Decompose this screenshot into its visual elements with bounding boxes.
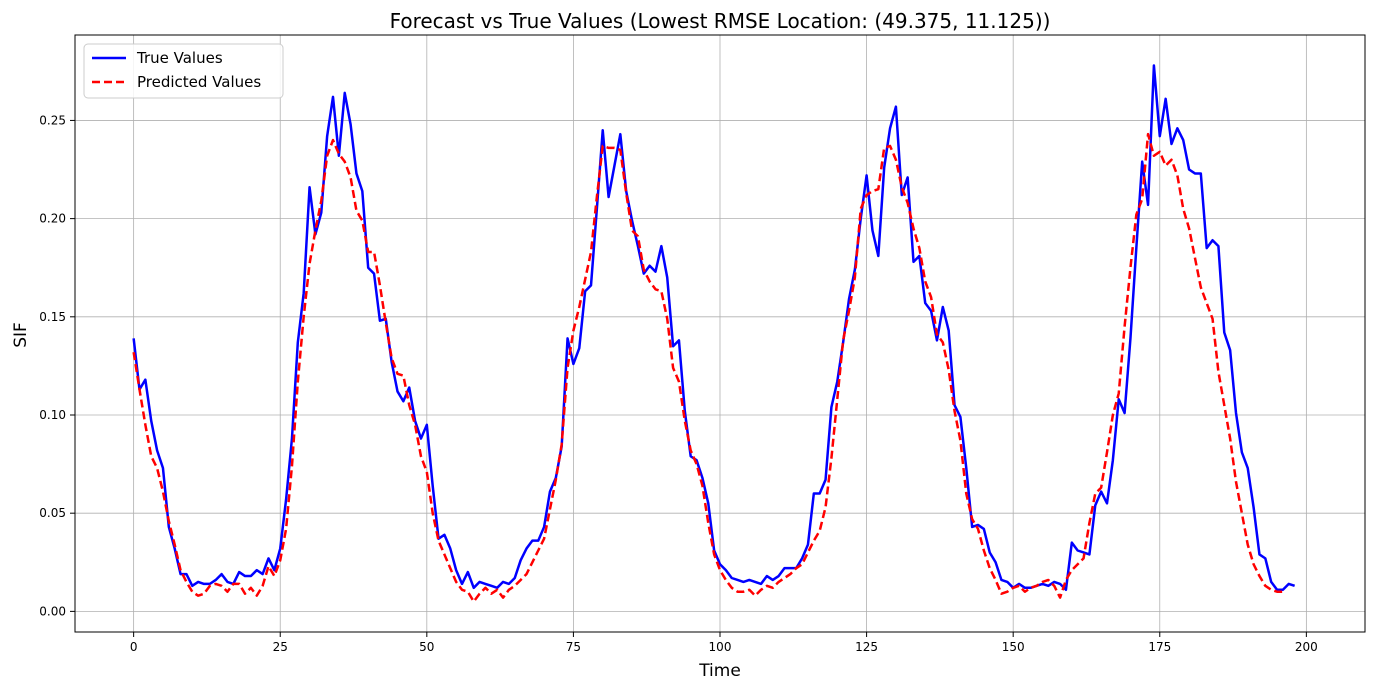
x-axis-label: Time (698, 661, 741, 681)
x-tick-label: 0 (130, 640, 138, 654)
y-tick-label: 0.15 (39, 310, 66, 324)
legend-label-true-values: True Values (136, 49, 223, 67)
x-tick-label: 100 (709, 640, 732, 654)
y-tick-label: 0.25 (39, 113, 66, 127)
y-tick-label: 0.10 (39, 408, 66, 422)
legend-label-predicted-values: Predicted Values (137, 73, 261, 91)
x-axis-ticks: 0 25 50 75 100 125 150 175 200 (130, 632, 1318, 654)
legend-box (83, 43, 284, 99)
x-tick-label: 125 (855, 640, 878, 654)
series-line-predicted-values (132, 132, 1283, 603)
y-tick-label: 0.00 (39, 604, 66, 618)
y-axis-ticks: 0.00 0.05 0.10 0.15 0.20 0.25 (39, 113, 75, 618)
legend: True Values Predicted Values (83, 43, 284, 99)
x-tick-label: 200 (1295, 640, 1318, 654)
x-tick-label: 75 (566, 640, 581, 654)
x-tick-label: 25 (273, 640, 288, 654)
x-tick-label: 175 (1148, 640, 1171, 654)
y-tick-label: 0.05 (39, 506, 66, 520)
x-tick-label: 150 (1002, 640, 1025, 654)
x-tick-label: 50 (419, 640, 434, 654)
y-axis-label: SIF (11, 322, 31, 348)
y-tick-label: 0.20 (39, 212, 66, 226)
chart-title: Forecast vs True Values (Lowest RMSE Loc… (390, 9, 1051, 33)
series-layer (132, 64, 1296, 603)
